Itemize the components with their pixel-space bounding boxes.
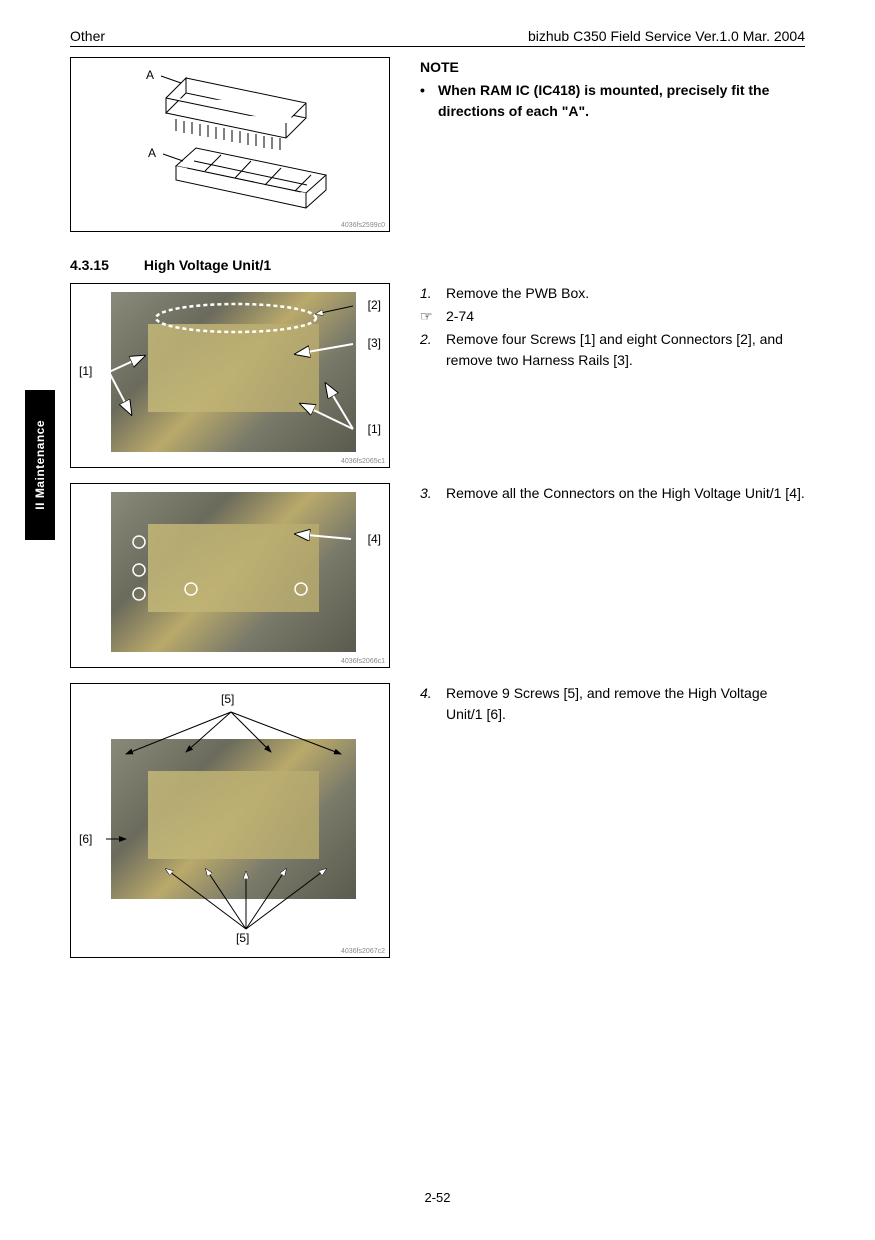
step-text: Remove 9 Screws [5], and remove the High… xyxy=(446,683,805,725)
note-title: NOTE xyxy=(420,57,805,78)
step-num: 4. xyxy=(420,683,446,725)
bullet-icon: • xyxy=(420,80,438,122)
figure-hv1-connectors: [4] 4036fs2066c1 xyxy=(70,483,390,668)
callout-1a: [1] xyxy=(79,364,92,378)
fig2-overlay xyxy=(71,284,391,469)
section-title: High Voltage Unit/1 xyxy=(144,257,271,273)
step-num: 3. xyxy=(420,483,446,504)
callout-5-top: [5] xyxy=(221,692,234,706)
figure-hv1-remove: [5] [5] [6] 4036fs2067c2 xyxy=(70,683,390,958)
section-heading: 4.3.15 High Voltage Unit/1 xyxy=(70,257,805,273)
note-text: When RAM IC (IC418) is mounted, precisel… xyxy=(438,80,805,122)
step-text: Remove four Screws [1] and eight Connect… xyxy=(446,329,805,371)
figure-code: 4036fs2066c1 xyxy=(341,658,385,665)
ram-ic-diagram xyxy=(71,58,391,233)
header: Other bizhub C350 Field Service Ver.1.0 … xyxy=(70,28,805,47)
label-a-top: A xyxy=(146,68,154,82)
page-number: 2-52 xyxy=(0,1190,875,1205)
callout-3: [3] xyxy=(368,336,381,350)
step-num: 1. xyxy=(420,283,446,304)
figure-hv1-screws: [1] [2] [3] [1] 4036fs2065c1 xyxy=(70,283,390,468)
xref-icon: ☞ xyxy=(420,306,446,327)
header-right: bizhub C350 Field Service Ver.1.0 Mar. 2… xyxy=(528,28,805,44)
figure-code: 4036fs2067c2 xyxy=(341,948,385,955)
header-left: Other xyxy=(70,28,105,44)
step-num: 2. xyxy=(420,329,446,371)
callout-6: [6] xyxy=(79,832,92,846)
callout-1b: [1] xyxy=(368,422,381,436)
step-text: Remove the PWB Box. xyxy=(446,283,589,304)
fig4-overlay xyxy=(71,684,391,959)
figure-ram-ic: A A 4036fs2599c0 xyxy=(70,57,390,232)
section-number: 4.3.15 xyxy=(70,257,140,273)
figure-code: 4036fs2065c1 xyxy=(341,458,385,465)
fig3-overlay xyxy=(71,484,391,669)
step-text: Remove all the Connectors on the High Vo… xyxy=(446,483,805,504)
figure-code: 4036fs2599c0 xyxy=(341,222,385,229)
xref-text: 2-74 xyxy=(446,306,474,327)
callout-4: [4] xyxy=(368,532,381,546)
callout-2: [2] xyxy=(368,298,381,312)
callout-5-bottom: [5] xyxy=(236,931,249,945)
label-a-bottom: A xyxy=(148,146,156,160)
